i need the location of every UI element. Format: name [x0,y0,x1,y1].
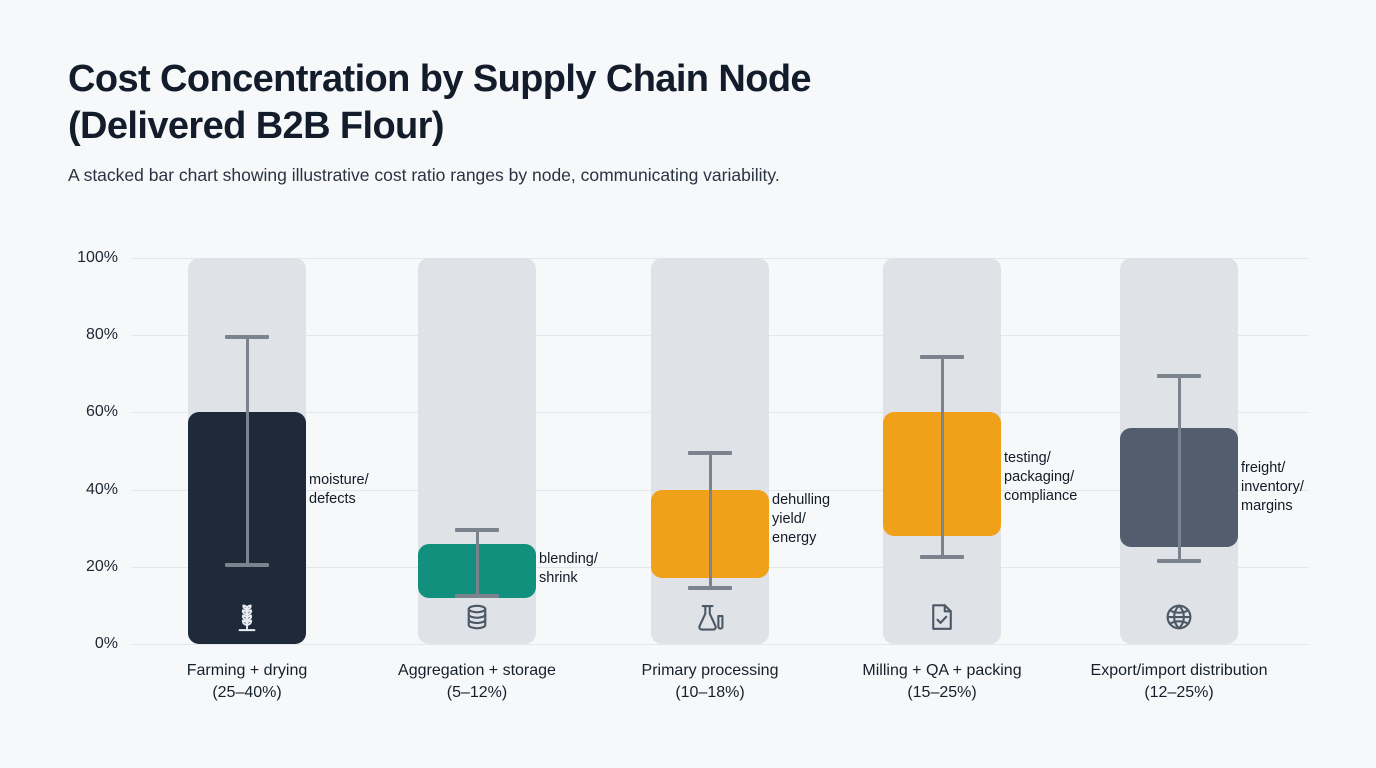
x-axis-category-label: Milling + QA + packing (15–25%) [862,662,1022,701]
error-bar-cap-high [455,528,499,533]
gridline [131,644,1309,645]
error-bar-line [940,354,944,560]
error-bar-cap-high [688,451,732,455]
bar-group[interactable] [883,258,1001,644]
y-axis-tick-label: 20% [85,557,118,575]
bar-annotation: moisture/ defects [309,472,369,508]
y-axis-tick-label: 100% [77,249,118,266]
silo-stack-icon [462,602,492,637]
error-bar-line [475,528,479,598]
error-bar-line [245,335,249,567]
x-axis-category-label: Primary processing (10–18%) [641,662,779,701]
bar-annotation: dehulling yield/ energy [772,491,831,546]
bar-annotation: testing/ packaging/ compliance [1004,449,1078,504]
bar-annotation: freight/ inventory/ margins [1241,459,1304,514]
bar-group[interactable] [651,258,769,644]
error-bar-cap-high [920,354,964,359]
globe-icon [1164,602,1194,637]
wheat-icon [233,602,261,639]
error-bar-cap-high [1157,373,1201,378]
error-bar-cap-low [920,555,964,560]
flask-icon [694,602,726,639]
bar-group[interactable] [418,258,536,644]
error-bar-line [708,451,712,590]
error-bar-cap-low [455,593,499,598]
page-title: Cost Concentration by Supply Chain Node … [68,58,812,148]
y-axis-tick-label: 0% [94,635,118,652]
error-bar-cap-high [225,335,269,340]
y-axis-tick-label: 40% [85,480,118,498]
y-axis-tick-label: 80% [85,326,118,344]
error-bar-cap-low [1157,558,1201,563]
x-axis-category-label: Export/import distribution (12–25%) [1090,662,1268,701]
bar-group[interactable] [1120,258,1238,644]
bar-group[interactable] [188,258,306,644]
x-axis-category-label: Aggregation + storage (5–12%) [398,662,556,701]
error-bar-cap-low [225,562,269,567]
x-axis-category-label: Farming + drying (25–40%) [186,662,308,701]
y-axis-tick-label: 60% [85,403,118,421]
document-check-icon [928,602,956,637]
error-bar-cap-low [688,585,732,590]
error-bar-line [1177,373,1181,563]
chart-subtitle: A stacked bar chart showing illustrative… [68,165,780,186]
chart-header: Cost Concentration by Supply Chain Node … [68,56,1318,187]
bar-annotation: blending/ shrink [539,551,598,587]
